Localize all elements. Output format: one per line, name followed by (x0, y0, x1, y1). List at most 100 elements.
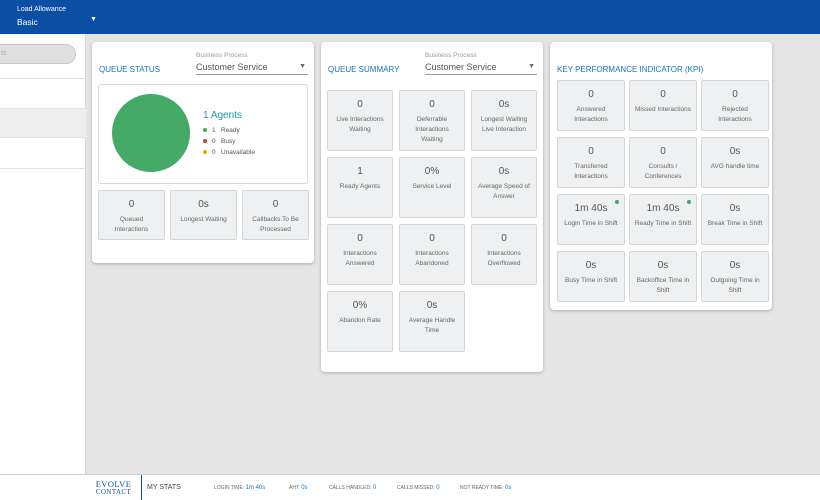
dropdown-arrow-icon: ▼ (528, 63, 535, 70)
load-allowance-label: Load Allowance (17, 6, 67, 13)
metric-tile: 0s Backoffice Time in Shift (629, 251, 697, 302)
metric-label: Ready Time in Shift (634, 220, 692, 227)
business-process-select[interactable]: Customer Service ▼ (196, 62, 308, 75)
agent-legend-item: 0 Unavailable (203, 149, 255, 156)
metric-tile: 0 Interactions Abandoned (399, 224, 465, 285)
stat-not-ready-time: NOT READY TIME: 0s (460, 485, 512, 491)
metric-label: Rejected Interactions (718, 106, 752, 123)
metric-value: 0 (272, 199, 279, 210)
metric-value: 1m 40s (574, 203, 608, 214)
metric-value: 0s (657, 260, 669, 271)
metric-value: 0 (357, 233, 363, 244)
metric-value: 0 (588, 89, 594, 100)
metric-value: 0s (729, 146, 741, 157)
metric-label: Longest Waiting (180, 216, 227, 223)
bottom-status-bar: EVOLVE CONTACT MY STATS LOGIN TIME: 1m 4… (0, 474, 820, 500)
metric-value: 0s (198, 199, 209, 210)
metric-tile: 0 Transferred Interactions (557, 137, 625, 188)
kpi-title: KEY PERFORMANCE INDICATOR (KPI) (557, 65, 704, 74)
metric-label: Interactions Overflowed (487, 250, 521, 267)
chevron-down-icon[interactable]: ▼ (90, 16, 97, 23)
metric-tile: 0s Longest Waiting (170, 190, 237, 240)
agents-pie-chart (112, 94, 190, 172)
metric-value: 1m 40s (646, 203, 680, 214)
metric-value: 0 (660, 146, 666, 157)
metric-label: Consults / Conferences (644, 163, 682, 180)
metric-value: 0 (732, 89, 738, 100)
dropdown-arrow-icon: ▼ (299, 63, 306, 70)
metric-value: 0 (357, 99, 363, 110)
metric-tile: 0 Consults / Conferences (629, 137, 697, 188)
agent-legend-item: 0 Busy (203, 138, 235, 145)
business-process-label: Business Process (425, 52, 477, 59)
metric-tile: 0s Outgoing Time in Shift (701, 251, 769, 302)
metric-tile: 0 Rejected Interactions (701, 80, 769, 131)
metric-value: 0s (729, 203, 741, 214)
sidebar-divider (0, 168, 86, 169)
metric-label: Outgoing Time in Shift (710, 277, 760, 294)
metric-label: AVG handle time (710, 163, 760, 170)
metric-tile: 0s Average Handle Time (399, 291, 465, 352)
stat-aht: AHT: 0s (289, 485, 308, 491)
metric-label: Answered Interactions (574, 106, 608, 123)
metric-tile: 0 Answered Interactions (557, 80, 625, 131)
legend-label: Busy (221, 138, 236, 145)
metric-label: Average Speed of Answer (478, 183, 530, 200)
metric-value: 0% (352, 300, 368, 311)
metric-value: 0 (128, 199, 135, 210)
load-allowance-select[interactable]: Basic (17, 17, 38, 27)
legend-count: 0 (212, 149, 216, 156)
legend-dot-icon (203, 128, 207, 133)
my-stats-label[interactable]: MY STATS (147, 484, 181, 491)
metric-value: 0 (501, 233, 507, 244)
queue-summary-card: QUEUE SUMMARY Business Process Customer … (321, 42, 543, 372)
legend-dot-icon (203, 150, 207, 155)
metric-tile: 0 Interactions Overflowed (471, 224, 537, 285)
metric-value: 0s (729, 260, 741, 271)
metric-tile: 0s Break Time in Shift (701, 194, 769, 245)
metric-label: Busy Time in Shift (564, 277, 618, 284)
status-dot-icon (687, 200, 691, 204)
status-dot-icon (615, 200, 619, 204)
metric-label: Callbacks To Be Processed (252, 216, 299, 233)
metric-tile: 1 Ready Agents (327, 157, 393, 218)
metric-tile: 0% Service Level (399, 157, 465, 218)
evolve-contact-logo: EVOLVE CONTACT (86, 475, 142, 500)
metric-label: Service Level (412, 183, 452, 190)
metric-tile: 0 Callbacks To Be Processed (242, 190, 309, 240)
sidebar: ts (0, 34, 86, 474)
business-process-select[interactable]: Customer Service ▼ (425, 62, 537, 75)
queue-status-title: QUEUE STATUS (99, 65, 161, 74)
metric-label: Live Interactions Waiting (336, 116, 384, 133)
metric-label: Missed Interactions (635, 106, 691, 113)
legend-count: 0 (212, 138, 216, 145)
stat-calls-handled: CALLS HANDLED: 0 (329, 485, 377, 491)
metric-label: Interactions Answered (343, 250, 377, 267)
metric-tile: 0 Deferrable Interactions Waiting (399, 90, 465, 151)
metric-label: Backoffice Time in Shift (636, 277, 690, 294)
metric-tile: 1m 40s Ready Time in Shift (629, 194, 697, 245)
metric-label: Deferrable Interactions Waiting (415, 116, 449, 143)
sidebar-divider (0, 78, 86, 79)
metric-value: 0s (498, 166, 510, 177)
metric-value: 0 (660, 89, 666, 100)
legend-count: 1 (212, 127, 216, 134)
metric-value: 0 (429, 99, 435, 110)
metric-value: 0s (585, 260, 597, 271)
metric-tile: 0 Live Interactions Waiting (327, 90, 393, 151)
stat-login-time: LOGIN TIME: 1m 40s (214, 485, 266, 491)
agent-legend-item: 1 Ready (203, 127, 240, 134)
metric-value: 0 (429, 233, 435, 244)
metric-label: Interactions Abandoned (415, 250, 449, 267)
metric-label: Longest Waiting Live Interaction (480, 116, 528, 133)
sidebar-item-selected[interactable] (0, 108, 86, 138)
sidebar-search-input[interactable]: ts (0, 44, 76, 64)
metric-value: 0 (588, 146, 594, 157)
metric-label: Login Time in Shift (564, 220, 618, 227)
metric-label: Transferred Interactions (574, 163, 608, 180)
agents-panel: 1 Agents 1 Ready 0 Busy 0 Unavailable (98, 84, 308, 184)
metric-label: Break Time in Shift (707, 220, 763, 227)
metric-tile: 0s Average Speed of Answer (471, 157, 537, 218)
metric-tile: 0s AVG handle time (701, 137, 769, 188)
metric-label: Ready Agents (339, 183, 381, 190)
